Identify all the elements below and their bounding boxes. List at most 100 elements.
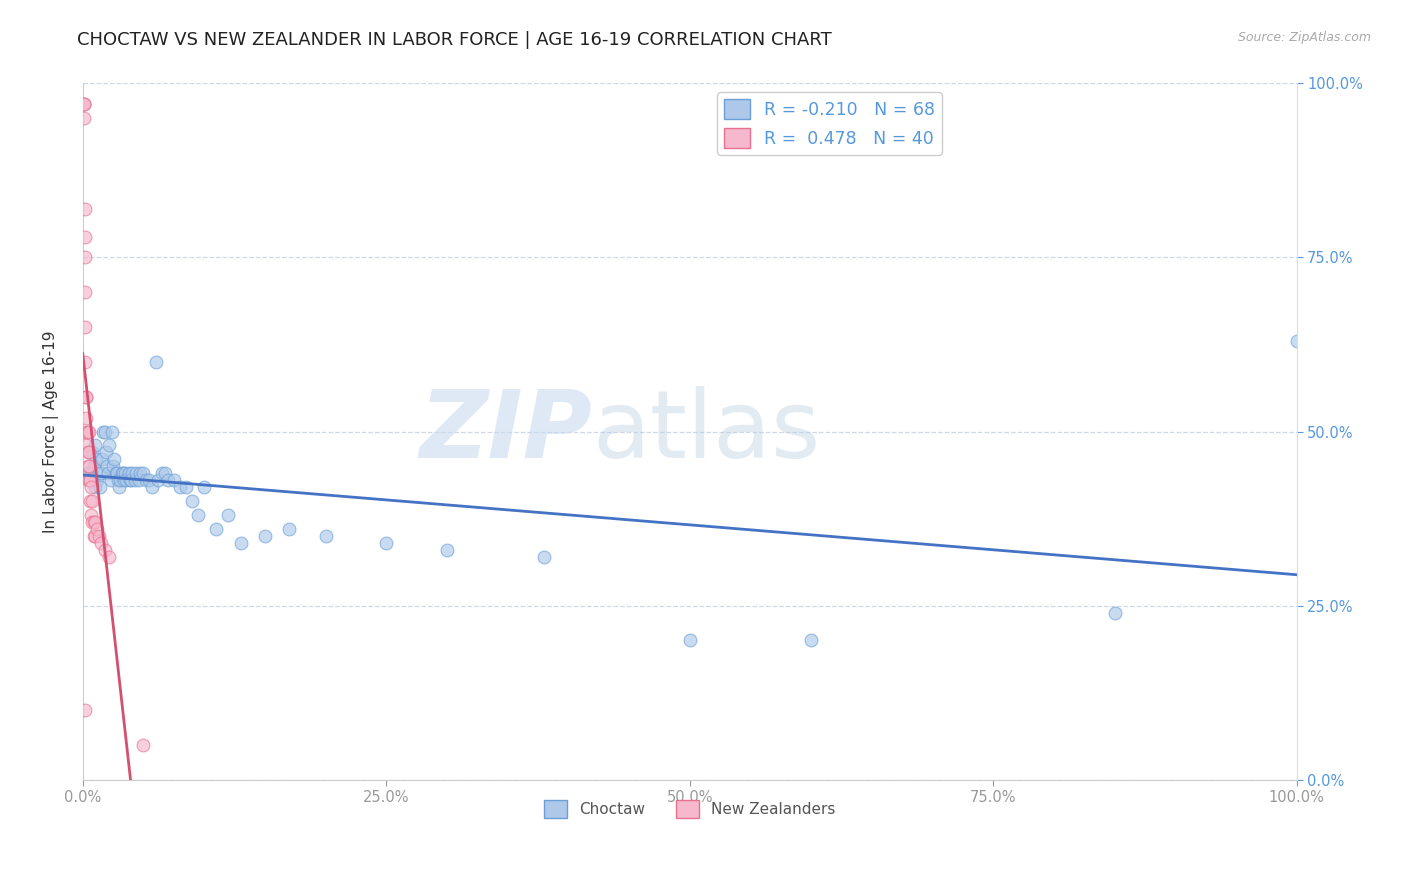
Point xyxy=(84,452,107,467)
Point xyxy=(97,467,120,481)
Point xyxy=(108,480,131,494)
Point xyxy=(87,467,110,481)
Point xyxy=(98,438,121,452)
Point xyxy=(90,536,112,550)
Point xyxy=(120,473,142,487)
Point xyxy=(375,536,398,550)
Point xyxy=(83,529,105,543)
Point xyxy=(75,251,97,265)
Point xyxy=(115,473,138,487)
Point xyxy=(94,445,117,459)
Point xyxy=(174,480,197,494)
Point xyxy=(110,473,132,487)
Point xyxy=(83,515,105,529)
Text: Source: ZipAtlas.com: Source: ZipAtlas.com xyxy=(1237,31,1371,45)
Point xyxy=(138,473,160,487)
Point xyxy=(229,536,252,550)
Point xyxy=(86,473,108,487)
Point xyxy=(1285,334,1308,348)
Point xyxy=(93,425,115,439)
Point xyxy=(124,473,146,487)
Point xyxy=(73,97,96,112)
Point xyxy=(104,467,127,481)
Point xyxy=(83,459,105,474)
Point xyxy=(278,522,301,536)
Point xyxy=(75,410,97,425)
Point xyxy=(76,459,98,474)
Point xyxy=(76,445,98,459)
Point xyxy=(77,467,100,481)
Point xyxy=(77,473,100,487)
Point xyxy=(128,473,150,487)
Point xyxy=(82,515,104,529)
Point xyxy=(205,522,228,536)
Point xyxy=(169,480,191,494)
Point xyxy=(110,467,132,481)
Point xyxy=(181,494,204,508)
Point xyxy=(83,515,105,529)
Point xyxy=(93,542,115,557)
Point xyxy=(132,738,155,752)
Point xyxy=(93,425,115,439)
Point xyxy=(87,529,110,543)
Point xyxy=(82,445,104,459)
Point xyxy=(73,112,96,126)
Point xyxy=(77,459,100,474)
Point xyxy=(80,467,103,481)
Point xyxy=(120,473,142,487)
Point xyxy=(75,285,97,300)
Point xyxy=(125,467,148,481)
Point xyxy=(79,494,101,508)
Point xyxy=(150,467,173,481)
Point xyxy=(77,425,100,439)
Point xyxy=(98,549,121,564)
Point xyxy=(76,425,98,439)
Legend: Choctaw, New Zealanders: Choctaw, New Zealanders xyxy=(538,794,841,824)
Point xyxy=(146,473,169,487)
Point xyxy=(141,480,163,494)
Point xyxy=(105,467,128,481)
Point xyxy=(80,480,103,494)
Text: ZIP: ZIP xyxy=(419,385,592,477)
Point xyxy=(75,229,97,244)
Point xyxy=(107,473,129,487)
Point xyxy=(83,529,105,543)
Point xyxy=(90,467,112,481)
Point xyxy=(75,320,97,334)
Point xyxy=(77,445,100,459)
Point xyxy=(83,438,105,452)
Point xyxy=(156,473,179,487)
Point xyxy=(132,467,155,481)
Point xyxy=(118,467,141,481)
Point xyxy=(111,467,134,481)
Point xyxy=(75,390,97,404)
Point xyxy=(135,473,157,487)
Point xyxy=(75,355,97,369)
Point xyxy=(73,97,96,112)
Point xyxy=(80,508,103,522)
Point xyxy=(82,494,104,508)
Point xyxy=(100,473,122,487)
Point xyxy=(73,97,96,112)
Point xyxy=(75,202,97,216)
Point xyxy=(86,522,108,536)
Point xyxy=(76,473,98,487)
Point xyxy=(1104,606,1126,620)
Point xyxy=(128,467,150,481)
Point xyxy=(112,473,135,487)
Point xyxy=(436,542,458,557)
Point xyxy=(187,508,209,522)
Point xyxy=(83,480,105,494)
Y-axis label: In Labor Force | Age 16-19: In Labor Force | Age 16-19 xyxy=(44,330,59,533)
Point xyxy=(253,529,276,543)
Point xyxy=(155,467,177,481)
Point xyxy=(114,467,136,481)
Point xyxy=(193,480,215,494)
Point xyxy=(217,508,239,522)
Point xyxy=(103,452,125,467)
Point xyxy=(533,549,555,564)
Point xyxy=(75,390,97,404)
Point xyxy=(75,703,97,717)
Text: atlas: atlas xyxy=(592,385,821,477)
Point xyxy=(96,459,118,474)
